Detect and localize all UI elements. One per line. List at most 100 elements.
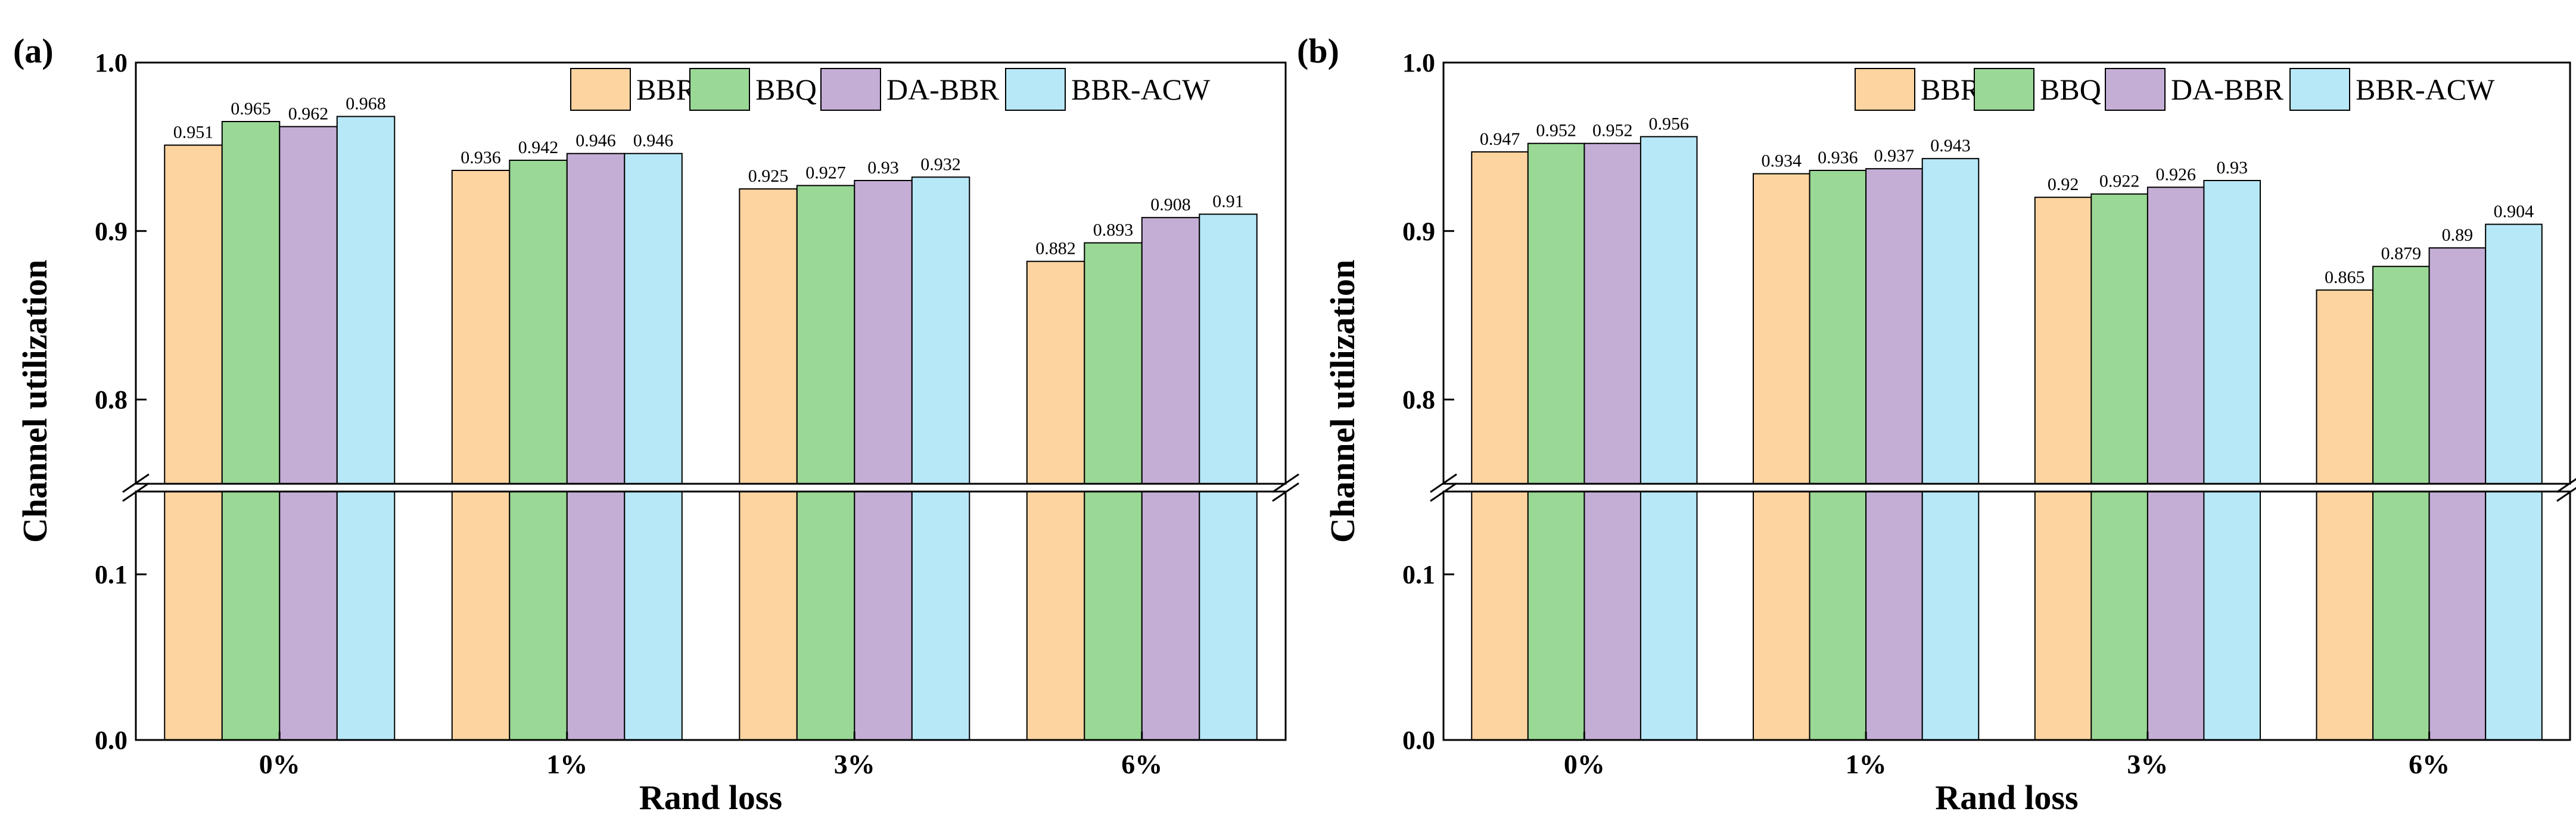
bar-bbq-1 [1527,142,1585,741]
bar-bbq-4 [2372,266,2430,741]
data-label-bbq-2: 0.936 [1818,148,1858,167]
axis-break-mark-left-top [1430,473,1457,493]
y-axis-title: Channel utilization [1323,260,1362,543]
bar-bbr-3 [2034,197,2092,741]
legend-label-bbq: BBQ [755,73,817,106]
bar-bbr-acw-1 [1639,136,1698,741]
bar-bbr-4 [2316,289,2374,741]
data-label-da-bbr-1: 0.962 [288,104,329,124]
legend-swatch-bbr [570,68,631,111]
data-label-bbr-2: 0.936 [461,148,501,167]
chart-panel-a: 0.951 0.936 0.925 0.882 0.965 0.942 0.927 0.893… [13,32,1309,817]
legend-swatch-bbr [1855,68,1915,111]
y-tick-label-4: 0.9 [1402,217,1435,246]
y-tick-label-5: 1.0 [95,48,127,77]
axis-break-gap [112,484,1309,492]
data-label-da-bbr-3: 0.93 [867,158,899,178]
bar-bbr-acw-4 [2485,223,2543,741]
data-label-bbr-acw-4: 0.904 [2494,202,2534,222]
bar-bbr-2 [1753,173,1810,741]
data-label-da-bbr-4: 0.89 [2442,225,2474,245]
y-tick-label-3: 0.8 [1402,385,1435,415]
y-tick-label-1: 0.0 [95,726,127,755]
legend-swatch-bbr-acw [1005,68,1066,111]
bar-bbr-acw-2 [624,153,683,741]
x-tick-label-3: 3% [834,749,875,779]
bar-bbr-acw-3 [911,176,970,741]
x-tick-label-4: 6% [2409,749,2450,779]
bar-da-bbr-4 [1141,217,1200,741]
data-label-bbr-1: 0.951 [173,123,214,142]
data-label-bbr-acw-3: 0.932 [920,154,961,174]
x-tick-label-2: 1% [1846,749,1887,779]
bar-bbr-acw-3 [2203,180,2261,741]
legend-swatch-da-bbr [2105,68,2166,111]
plot-frame-upper [135,61,1287,485]
data-label-bbq-2: 0.942 [518,138,559,157]
panel-label: (a) [13,32,54,70]
data-label-bbr-acw-3: 0.93 [2216,158,2248,178]
data-label-da-bbr-2: 0.946 [575,131,616,151]
data-label-bbq-4: 0.893 [1093,220,1134,240]
x-axis-title: Rand loss [639,778,782,817]
legend-swatch-bbq [1974,68,2034,111]
bar-da-bbr-1 [1583,142,1641,741]
data-label-bbr-acw-2: 0.946 [633,131,674,151]
data-label-bbq-3: 0.922 [2099,172,2140,191]
axis-break-mark-left-bottom [122,482,150,502]
y-tick-label-4: 0.9 [95,217,127,246]
y-tick-label-5: 1.0 [1402,48,1435,77]
y-tick-label-2: 0.1 [1402,560,1435,589]
panel-label: (b) [1297,32,1339,70]
data-label-bbq-1: 0.952 [1536,121,1576,141]
legend-label-bbr-acw: BBR-ACW [2356,73,2495,106]
bar-da-bbr-2 [566,153,626,741]
y-tick-label-1: 0.0 [1402,726,1435,755]
data-label-bbr-acw-1: 0.956 [1648,114,1689,133]
data-label-da-bbr-2: 0.937 [1874,146,1915,166]
bar-bbr-1 [164,144,223,741]
chart-panel-b: 0.947 0.934 0.92 0.865 0.952 0.936 0.922 0.879 0… [1297,32,2576,817]
legend-label-da-bbr: DA-BBR [886,73,1000,106]
legend-label-bbr: BBR [636,73,696,106]
data-label-bbr-1: 0.947 [1480,129,1520,149]
bar-bbr-3 [739,188,798,741]
axis-break-gap [1420,484,2576,492]
bar-bbq-1 [221,121,281,741]
data-label-bbq-4: 0.879 [2381,244,2422,263]
x-tick-label-1: 0% [1564,749,1605,779]
legend-label-bbq: BBQ [2040,73,2101,106]
legend-swatch-bbr-acw [2289,68,2350,111]
data-label-bbr-3: 0.92 [2048,175,2079,194]
x-tick-label-4: 6% [1121,749,1162,779]
bar-bbq-2 [1809,170,1867,741]
bar-bbr-1 [1471,151,1529,741]
bar-da-bbr-3 [854,180,913,741]
data-label-bbr-acw-2: 0.943 [1930,136,1971,156]
bar-da-bbr-3 [2146,186,2205,741]
legend-label-da-bbr: DA-BBR [2171,73,2284,106]
y-tick-label-3: 0.8 [95,385,127,415]
data-label-bbr-4: 0.865 [2325,268,2365,287]
bar-bbq-2 [509,160,568,741]
axis-break-mark-left-bottom [1430,482,1457,502]
axis-break-mark-right-bottom [1272,482,1299,502]
y-axis-title: Channel utilization [15,260,54,543]
x-tick-label-2: 1% [546,749,587,779]
data-label-bbr-3: 0.925 [748,166,789,186]
data-label-bbr-2: 0.934 [1762,151,1802,171]
x-tick-label-3: 3% [2127,749,2168,779]
data-label-bbr-4: 0.882 [1035,239,1076,259]
y-tick-label-2: 0.1 [95,560,127,589]
legend-label-bbr: BBR [1921,73,1981,106]
bar-da-bbr-4 [2428,247,2487,741]
bar-da-bbr-2 [1865,168,1923,741]
bar-bbr-2 [451,170,511,741]
data-label-bbr-acw-1: 0.968 [346,94,386,114]
plot-frame-lower [1442,490,2571,741]
plot-frame-lower [135,490,1287,741]
bar-bbr-acw-4 [1199,213,1258,741]
bar-bbq-3 [796,185,855,741]
